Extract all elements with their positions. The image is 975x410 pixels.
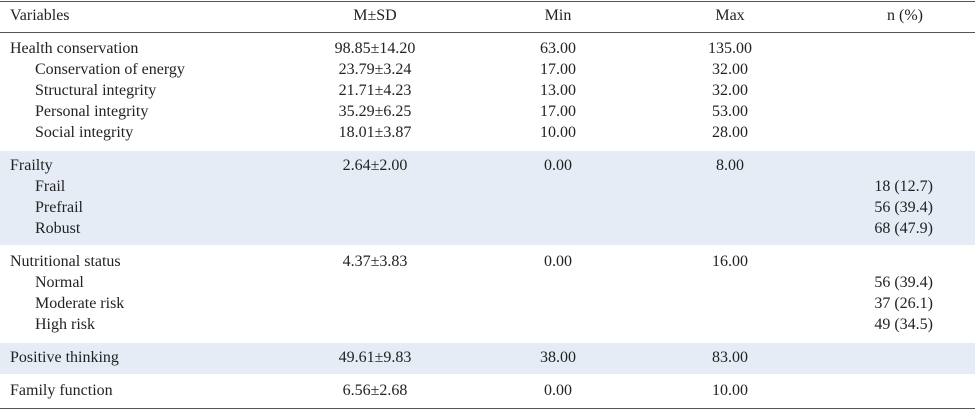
cell: 68 (47.9)	[874, 220, 933, 237]
cell: 49 (34.5)	[874, 316, 933, 333]
cell: 18.01±3.87	[338, 124, 412, 141]
cell: 17.00	[540, 61, 576, 78]
row-label: Family function	[10, 382, 113, 399]
row-label: Prefrail	[35, 199, 83, 216]
cell: 56 (39.4)	[874, 199, 933, 216]
cell: 35.29±6.25	[338, 103, 412, 120]
cell: 16.00	[712, 253, 748, 270]
cell: 21.71±4.23	[338, 82, 412, 99]
row-group: Nutritional status 4.37±3.83 0.00 16.00 Norm…	[0, 247, 975, 341]
top-rule	[0, 1, 975, 2]
row-group: Positive thinking 49.61±9.83 38.00 83.00	[0, 343, 975, 374]
header-cell: n (%)	[887, 7, 923, 24]
cell: 8.00	[716, 157, 744, 174]
cell: 28.00	[712, 124, 748, 141]
cell: 17.00	[540, 103, 576, 120]
row-label: Personal integrity	[35, 103, 149, 120]
row-label: Structural integrity	[35, 82, 157, 99]
row-label: Normal	[35, 274, 84, 291]
cell: 63.00	[540, 40, 576, 57]
cell: 49.61±9.83	[338, 349, 412, 366]
cell: 4.37±3.83	[342, 253, 408, 270]
cell: 135.00	[708, 40, 752, 57]
bottom-rule	[0, 408, 975, 409]
cell: 23.79±3.24	[338, 61, 412, 78]
row-group: Health conservation 98.85±14.20 63.00 135.0…	[0, 34, 975, 149]
header-cell: Min	[544, 7, 572, 24]
row-label: Health conservation	[10, 40, 139, 57]
row-group: Frailty 2.64±2.00 0.00 8.00 Frail 18 (12.7) Pr…	[0, 151, 975, 245]
row-label: Frail	[35, 178, 66, 195]
cell: 32.00	[712, 61, 748, 78]
row-label: Frailty	[10, 157, 53, 174]
cell: 32.00	[712, 82, 748, 99]
cell: 2.64±2.00	[342, 157, 408, 174]
cell: 0.00	[544, 253, 572, 270]
header-rule	[0, 32, 975, 33]
cell: 10.00	[712, 382, 748, 399]
cell: 53.00	[712, 103, 748, 120]
row-label: Social integrity	[35, 124, 134, 141]
row-label: Moderate risk	[35, 295, 125, 312]
row-label: High risk	[35, 316, 95, 333]
cell: 98.85±14.20	[334, 40, 416, 57]
row-label: Positive thinking	[10, 349, 119, 366]
cell: 13.00	[540, 82, 576, 99]
cell: 6.56±2.68	[342, 382, 408, 399]
row-label: Nutritional status	[10, 253, 121, 270]
cell: 83.00	[712, 349, 748, 366]
row-label: Conservation of energy	[35, 61, 185, 78]
cell: 0.00	[544, 382, 572, 399]
cell: 18 (12.7)	[874, 178, 933, 195]
header-cell: Max	[715, 7, 745, 24]
row-group: Family function 6.56±2.68 0.00 10.00	[0, 376, 975, 407]
cell: 38.00	[540, 349, 576, 366]
row-label: Robust	[35, 220, 81, 237]
header-cell: M±SD	[353, 7, 397, 24]
cell: 0.00	[544, 157, 572, 174]
cell: 10.00	[540, 124, 576, 141]
cell: 37 (26.1)	[874, 295, 933, 312]
header-cell: Variables	[10, 7, 70, 24]
cell: 56 (39.4)	[874, 274, 933, 291]
